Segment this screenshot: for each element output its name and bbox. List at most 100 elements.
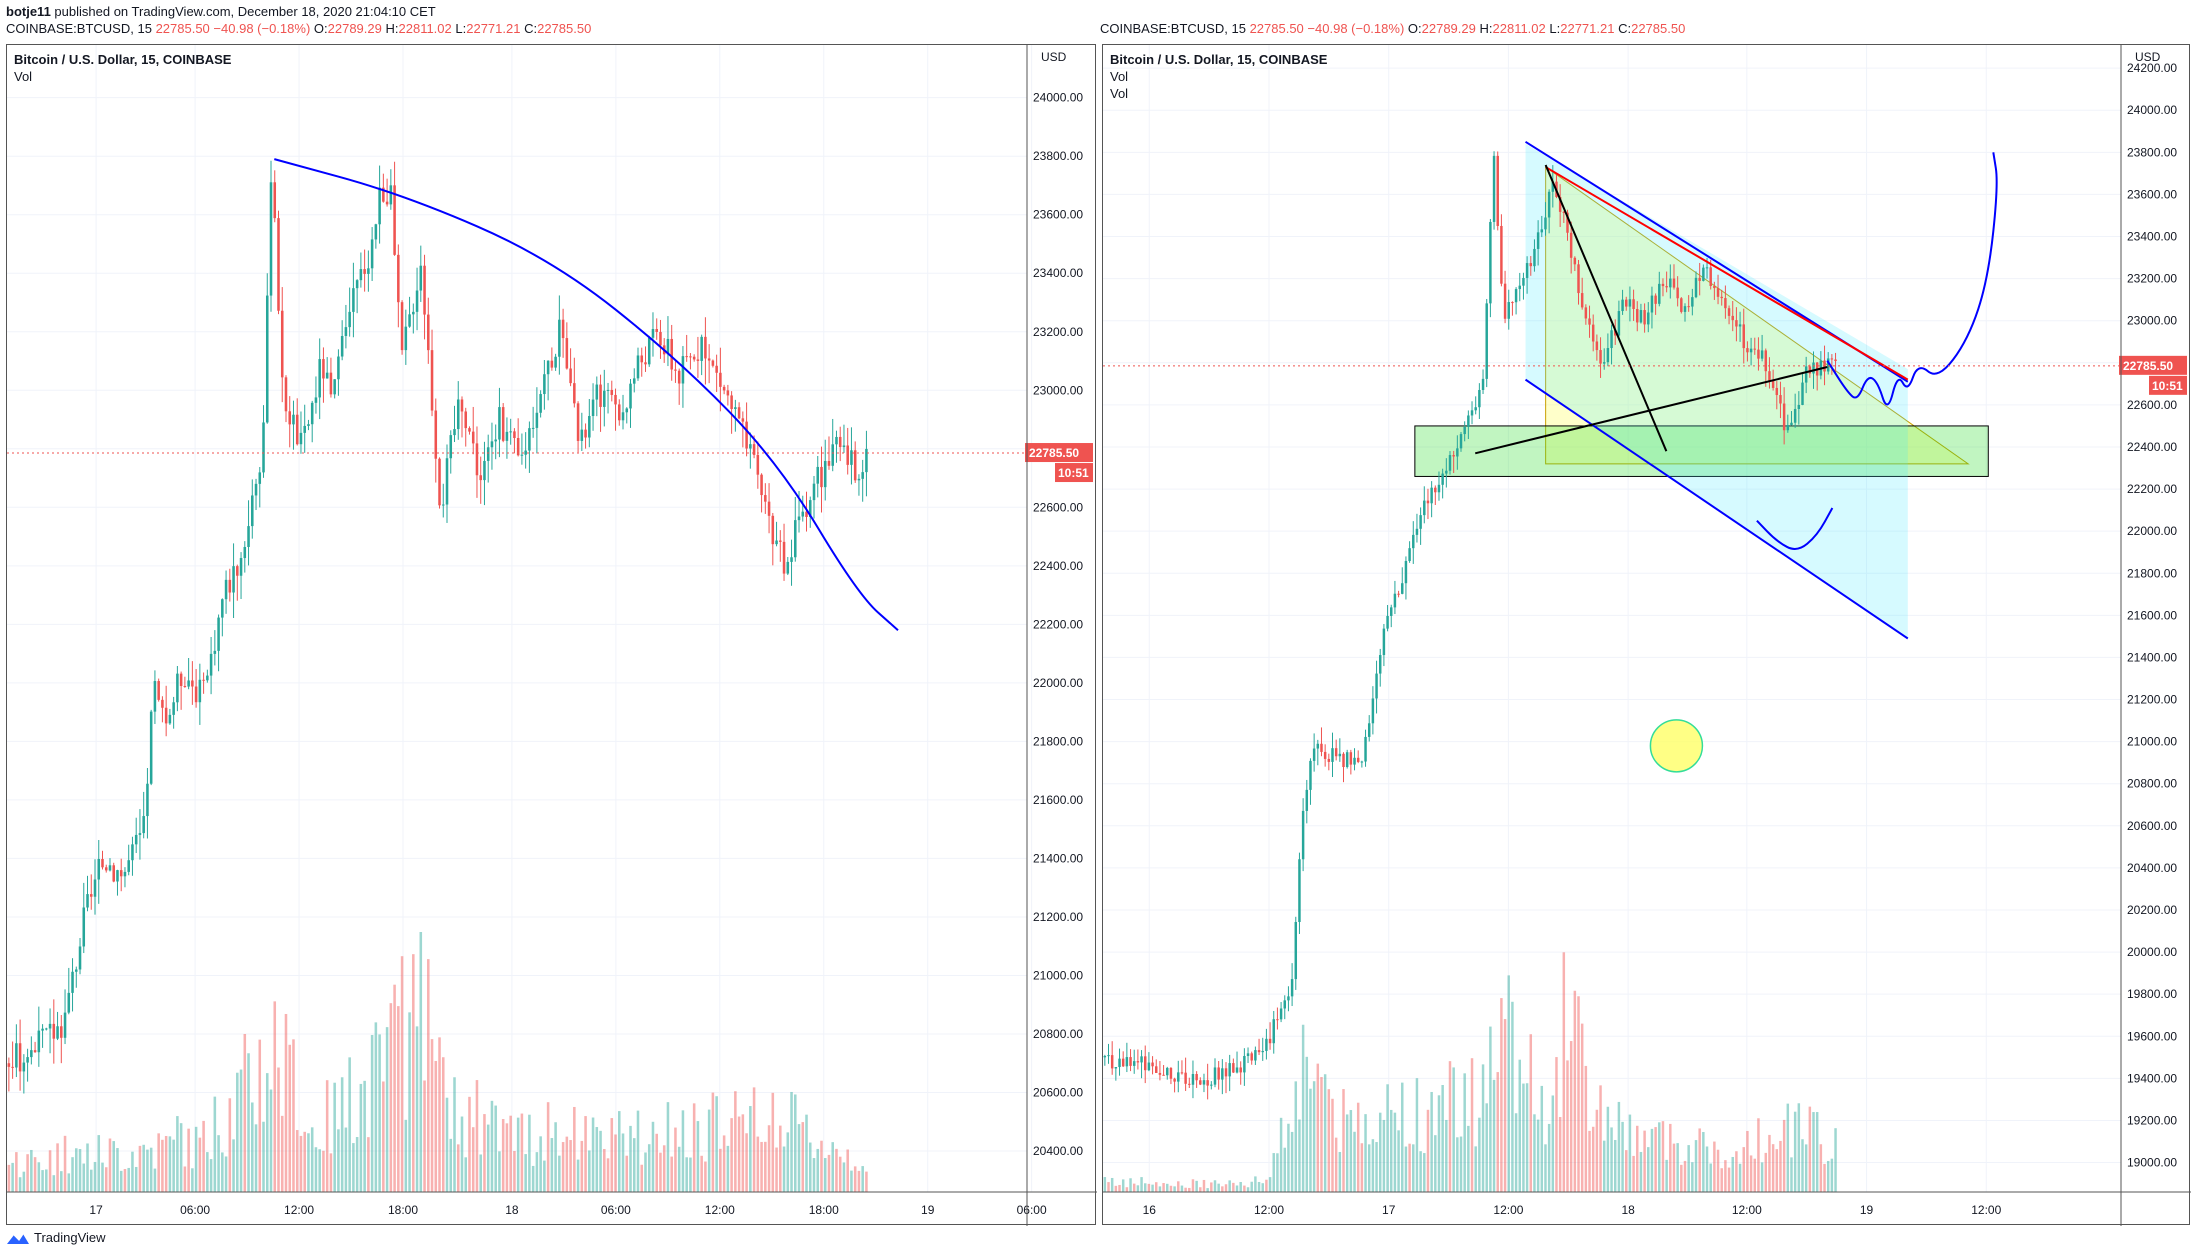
volume-bar	[1547, 1123, 1551, 1192]
candle-body	[75, 969, 78, 972]
footer-brand[interactable]: TradingView	[6, 1230, 106, 1245]
volume-bar	[1687, 1145, 1690, 1192]
candle-body	[580, 429, 584, 441]
candle-body	[1419, 515, 1422, 529]
legend-vol-2[interactable]: Vol	[1110, 86, 1129, 101]
volume-bar	[1474, 1146, 1477, 1192]
candle-body	[1610, 330, 1613, 349]
volume-bar	[1360, 1143, 1364, 1192]
volume-bar	[460, 1116, 464, 1192]
candle-body	[1298, 859, 1301, 922]
candle-body	[209, 653, 213, 676]
candle-body	[146, 783, 149, 817]
volume-bar	[464, 1157, 468, 1192]
volume-bar	[1628, 1114, 1632, 1192]
chart-title[interactable]: Bitcoin / U.S. Dollar, 15, COINBASE	[1110, 52, 1328, 67]
candle-body	[576, 403, 580, 441]
volume-bar	[1118, 1184, 1121, 1192]
volume-bar	[1511, 1001, 1514, 1192]
candle-body	[228, 579, 232, 593]
projection-scribble	[1756, 507, 1834, 550]
chart-title[interactable]: Bitcoin / U.S. Dollar, 15, COINBASE	[14, 52, 232, 67]
ohlc-close: 22785.50	[1631, 21, 1686, 36]
highlight-circle	[1649, 719, 1704, 773]
grid-lines	[7, 45, 1033, 1192]
volume-bar	[1279, 1117, 1283, 1192]
candle-body	[640, 355, 644, 363]
volume-bar	[861, 1166, 864, 1192]
volume-bar	[561, 1142, 565, 1192]
candle-body	[1691, 297, 1694, 307]
volume-bar	[1768, 1134, 1771, 1192]
author-name[interactable]: botje11	[6, 4, 51, 19]
candle-body	[1371, 698, 1375, 724]
volume-bar	[41, 1170, 44, 1192]
volume-bar	[1709, 1163, 1712, 1192]
volume-bar	[352, 1143, 355, 1192]
volume-bar	[164, 1135, 168, 1192]
channel-fill	[1525, 143, 1908, 639]
volume-bar	[1632, 1155, 1635, 1192]
candle-body	[217, 617, 220, 651]
ohlc-l-label: L:	[1549, 21, 1561, 36]
candle-body	[1577, 264, 1580, 294]
candle-body	[1125, 1057, 1129, 1067]
candle-body	[621, 412, 625, 421]
candle-body	[524, 450, 527, 455]
candle-body	[468, 428, 471, 432]
price-tick-label: 20800.00	[1033, 1027, 1083, 1041]
volume-bar	[1650, 1128, 1654, 1192]
volume-bar	[400, 956, 404, 1192]
candle-body	[610, 389, 614, 395]
candle-body	[1720, 296, 1723, 299]
candle-body	[187, 680, 190, 687]
volume-bar	[1819, 1144, 1823, 1192]
volume-bar	[434, 1060, 438, 1192]
volume-bar	[1114, 1185, 1118, 1192]
candle-body	[1382, 628, 1386, 656]
candle-body	[314, 397, 318, 403]
candle-body	[1834, 359, 1837, 362]
candle-body	[1147, 1062, 1151, 1071]
candle-body	[823, 460, 827, 488]
candle-body	[644, 362, 647, 365]
volume-bar	[644, 1152, 647, 1192]
candle-body	[322, 359, 325, 379]
chart-panel-left[interactable]: 24000.00 23800.00 23600.00 23400.00 23200.00…	[6, 44, 1097, 1226]
volume-bar	[1790, 1157, 1793, 1192]
price-tick-label: 22400.00	[2127, 440, 2177, 454]
candle-body	[1669, 278, 1672, 288]
volume-bar	[78, 1149, 82, 1192]
price-tick-label: 21400.00	[1033, 851, 1083, 865]
volume-bar	[299, 1135, 303, 1192]
volume-bar	[737, 1116, 741, 1192]
ohlc-symbol: COINBASE:BTCUSD, 15	[1100, 21, 1246, 36]
volume-bar	[655, 1133, 658, 1192]
price-tick-label: 19400.00	[2127, 1071, 2177, 1085]
legend-vol[interactable]: Vol	[1110, 69, 1129, 84]
chart-panel-right[interactable]: 24200.00 24000.00 23800.00 23600.00 23400.00…	[1102, 44, 2191, 1226]
ohlc-line-left: COINBASE:BTCUSD, 15 22785.50 −40.98 (−0.…	[6, 21, 591, 36]
price-tag-value: 22785.50	[1029, 446, 1079, 460]
volume-bar	[741, 1114, 745, 1192]
price-tick-label: 23600.00	[2127, 187, 2177, 201]
chart-svg-right[interactable]: 24200.00 24000.00 23800.00 23600.00 23400.00…	[1103, 45, 2191, 1226]
candle-body	[629, 383, 632, 409]
candle-body	[505, 431, 509, 441]
chart-svg-left[interactable]: 24000.00 23800.00 23600.00 23400.00 23200.00…	[7, 45, 1097, 1226]
candle-body	[1738, 324, 1742, 327]
volume-bar	[1507, 975, 1510, 1192]
candle-body	[1334, 748, 1338, 757]
volume-bar	[1426, 1109, 1430, 1192]
candle-body	[1393, 593, 1397, 608]
volume-bar	[7, 1164, 11, 1192]
volume-bar	[853, 1166, 857, 1192]
candle-body	[1456, 448, 1459, 457]
legend-vol[interactable]: Vol	[14, 69, 33, 84]
candle-body	[251, 495, 254, 527]
volume-bar	[1779, 1140, 1782, 1192]
volume-bar	[1298, 1119, 1301, 1192]
price-tick-label: 19000.00	[2127, 1156, 2177, 1170]
ohlc-change: −40.98 (−0.18%)	[213, 21, 311, 36]
candle-body	[1544, 217, 1547, 230]
